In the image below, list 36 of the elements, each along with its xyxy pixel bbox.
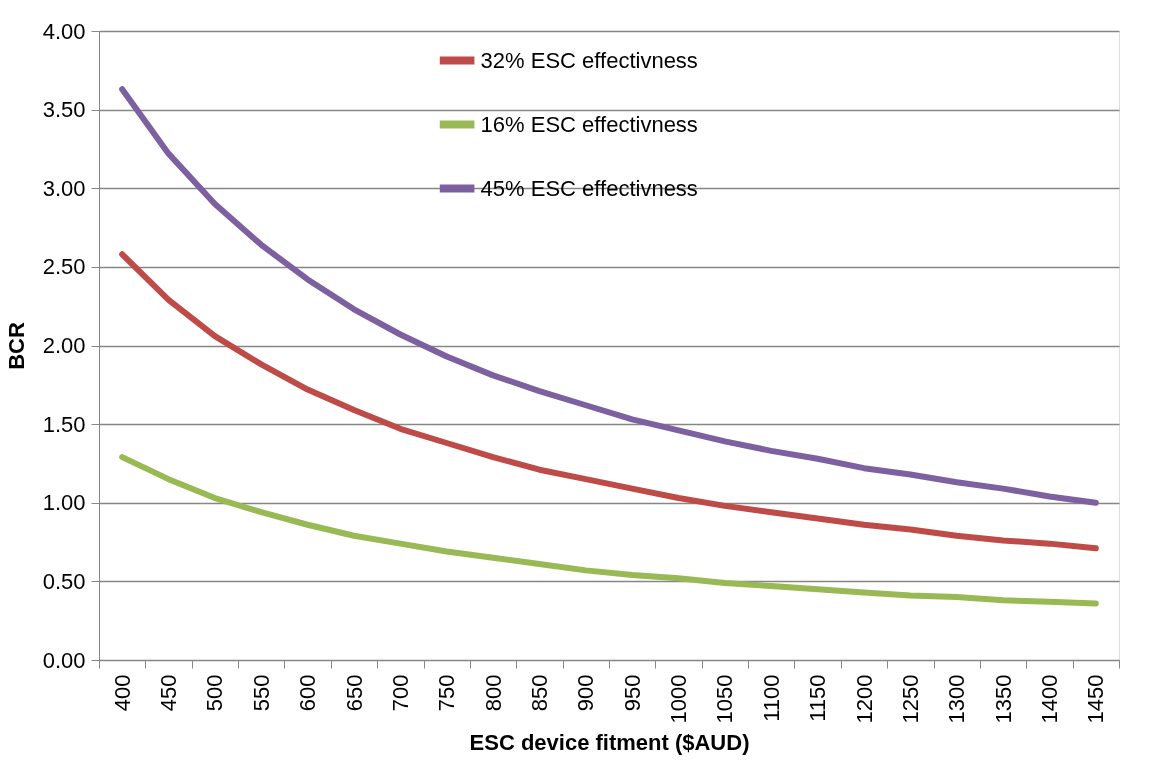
legend-label: 45% ESC effectivness <box>480 175 698 201</box>
x-tick-label: 1400 <box>1036 674 1062 724</box>
x-axis-title: ESC device fitment ($AUD) <box>469 730 750 756</box>
x-tick-label: 400 <box>109 674 135 712</box>
x-tick-label: 1050 <box>712 674 738 724</box>
x-tick-label: 450 <box>156 674 182 712</box>
y-tick-label: 3.00 <box>42 175 86 201</box>
x-tick-label: 750 <box>434 674 460 712</box>
y-tick-label: 4.00 <box>42 18 86 44</box>
x-tick-label: 700 <box>387 674 413 712</box>
y-tick-label: 1.50 <box>42 411 86 437</box>
x-tick-label: 950 <box>619 674 645 712</box>
x-tick-label: 500 <box>202 674 228 712</box>
x-tick-label: 900 <box>573 674 599 712</box>
y-tick-label: 2.50 <box>42 254 86 280</box>
y-tick-label: 1.00 <box>42 490 86 516</box>
x-tick-label: 1450 <box>1083 674 1109 724</box>
x-tick-label: 650 <box>341 674 367 712</box>
y-tick-label: 0.50 <box>42 568 86 594</box>
y-axis-title: BCR <box>3 322 29 370</box>
x-tick-label: 800 <box>480 674 506 712</box>
x-tick-label: 600 <box>295 674 321 712</box>
x-tick-label: 1150 <box>805 674 831 722</box>
x-tick-label: 1200 <box>851 674 877 724</box>
y-tick-label: 0.00 <box>42 647 86 673</box>
x-tick-label: 1300 <box>944 674 970 724</box>
x-tick-label: 1100 <box>758 674 784 722</box>
y-tick-label: 3.50 <box>42 97 86 123</box>
x-tick-label: 850 <box>526 674 552 712</box>
legend-label: 16% ESC effectivness <box>480 111 698 137</box>
x-tick-label: 1000 <box>666 674 692 724</box>
legend-label: 32% ESC effectivness <box>480 47 698 73</box>
x-tick-label: 550 <box>248 674 274 712</box>
y-tick-label: 2.00 <box>42 333 86 358</box>
x-tick-label: 1350 <box>990 674 1016 724</box>
x-tick-label: 1250 <box>897 674 923 724</box>
